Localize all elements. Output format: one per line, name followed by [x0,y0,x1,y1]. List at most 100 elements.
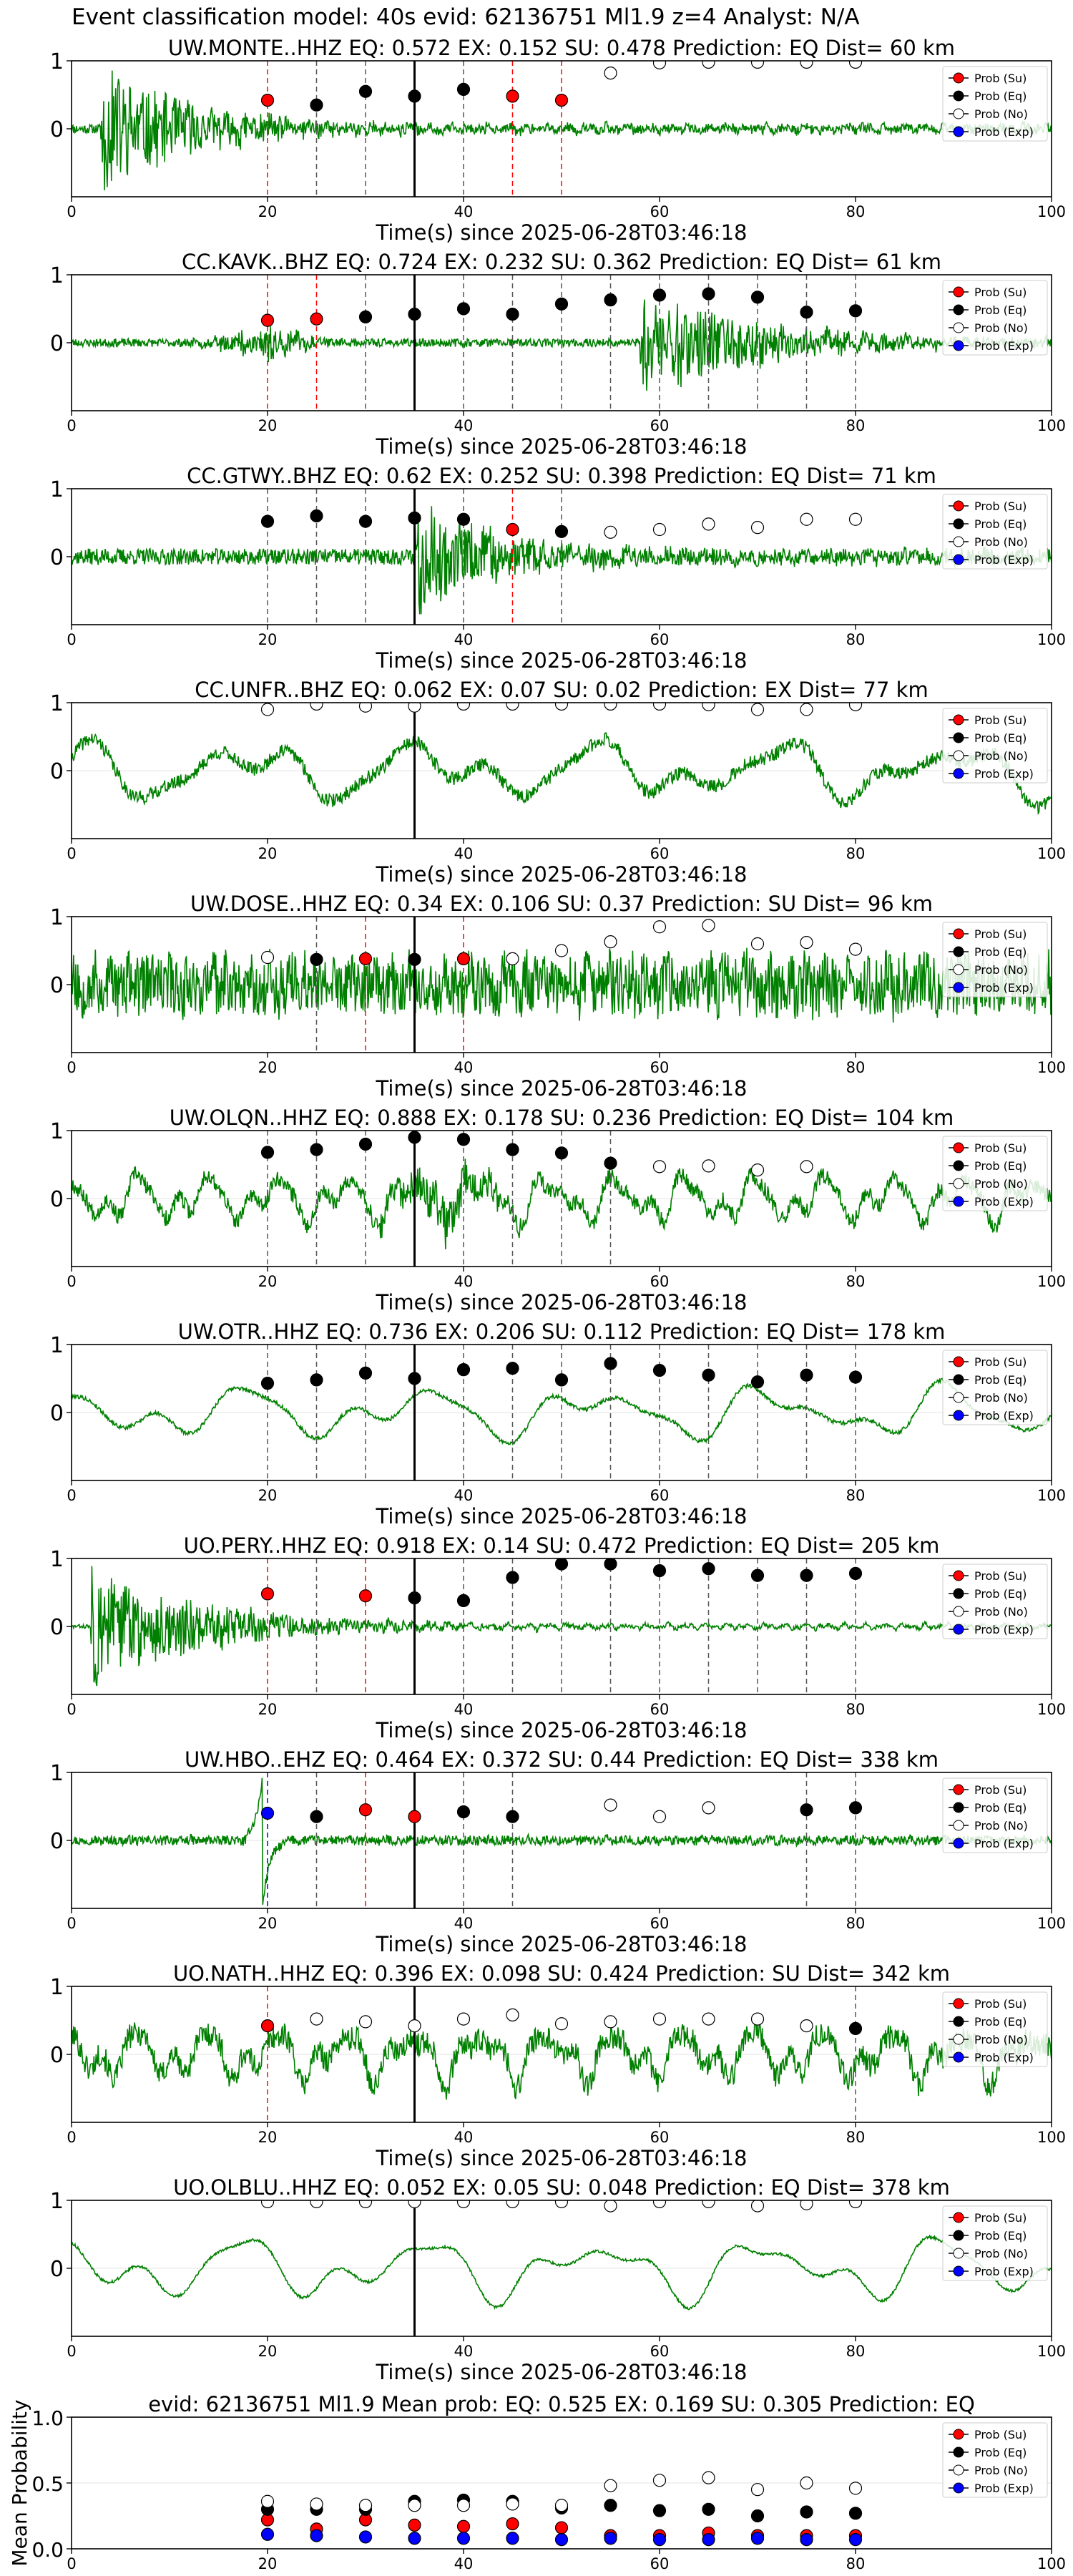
legend-box [942,494,1048,570]
legend-label-eq: Prob (Eq) [974,1159,1027,1173]
prob-point-no [702,703,715,711]
prob-point-su [310,312,323,326]
legend-marker-no [953,536,964,547]
x-tick-label: 0 [67,1487,76,1504]
legend-marker-no [953,1606,964,1617]
legend-box [942,1563,1048,1639]
legend-marker-su [953,1784,964,1795]
mean-point-su [456,2519,471,2533]
prob-point-no [554,703,569,711]
legend-marker-exp [953,982,964,993]
panel-title: UW.OTR..HHZ EQ: 0.736 EX: 0.206 SU: 0.11… [178,1319,946,1344]
legend-box [942,1777,1048,1853]
waveform-trace [72,2234,1052,2311]
prob-point-eq [848,1566,863,1580]
x-tick-label: 40 [454,203,474,220]
panel-title: UO.PERY..HHZ EQ: 0.918 EX: 0.14 SU: 0.47… [184,1533,940,1558]
prob-point-no [408,2200,421,2208]
prob-point-su [554,94,569,107]
prob-point-su [506,522,519,537]
prob-point-no [750,937,765,951]
x-tick-label: 0 [67,845,76,862]
mean-point-exp [456,2532,471,2545]
plot-area [72,2200,1052,2336]
x-axis-label: Time(s) since 2025-06-28T03:46:18 [376,434,748,459]
legend-label-exp: Prob (Exp) [974,2051,1034,2064]
prob-point-no [652,1810,667,1823]
panel-8: UW.HBO..EHZ EQ: 0.464 EX: 0.372 SU: 0.44… [50,1747,1066,1956]
x-tick-label: 100 [1037,1487,1066,1504]
legend-marker-no [953,1392,964,1403]
prob-point-no [310,2200,323,2208]
prob-point-eq [702,287,715,301]
waveform-trace [72,70,1052,191]
x-axis-label: Time(s) since 2025-06-28T03:46:18 [376,2360,748,2384]
legend-label-exp: Prob (Exp) [974,553,1034,567]
legend-marker-eq [953,1374,964,1385]
mean-point-no [604,2479,617,2492]
prob-point-su [358,1803,373,1817]
waveform-trace [72,2020,1052,2100]
y-tick-label: 0 [50,2043,64,2068]
prob-point-no [260,2200,275,2208]
legend-marker-su [953,2212,964,2223]
prob-point-eq [554,1373,569,1387]
legend-label-no: Prob (No) [974,107,1028,121]
prob-point-no [408,703,421,713]
legend-marker-exp [953,2265,964,2277]
plot-area [72,1772,1052,1908]
x-tick-label: 40 [454,1273,474,1290]
panel-title: evid: 62136751 Ml1.9 Mean prob: EQ: 0.52… [148,2392,975,2416]
legend-label-su: Prob (Su) [974,499,1027,513]
y-tick-label: 0 [50,759,64,784]
prob-point-no [848,942,863,956]
prob-point-eq [456,82,471,97]
mean-point-exp [604,2532,617,2545]
prob-point-no [604,2015,617,2029]
x-tick-label: 20 [258,1701,278,1718]
x-tick-label: 20 [258,417,278,434]
panel-11: evid: 62136751 Ml1.9 Mean prob: EQ: 0.52… [8,2392,1066,2572]
prob-point-exp [260,1806,275,1820]
x-tick-label: 0 [67,1059,76,1076]
mean-point-exp [800,2533,813,2547]
y-tick-label: 0 [50,1615,64,1640]
legend-marker-exp [953,1410,964,1421]
x-tick-label: 100 [1037,2555,1066,2572]
mean-point-no [702,2471,715,2484]
x-tick-label: 100 [1037,2129,1066,2146]
x-axis-label: Time(s) since 2025-06-28T03:46:18 [376,862,748,887]
prob-point-no [456,2012,471,2026]
prob-point-eq [506,308,519,321]
x-tick-label: 40 [454,631,474,648]
legend-marker-exp [953,1624,964,1635]
x-tick-label: 80 [846,203,866,220]
legend-marker-eq [953,518,964,530]
x-tick-label: 60 [650,1915,670,1932]
x-tick-label: 60 [650,1487,670,1504]
x-tick-label: 80 [846,631,866,648]
x-tick-label: 100 [1037,417,1066,434]
prob-point-no [456,703,471,711]
mean-point-su [554,2521,569,2534]
prob-point-eq [456,1805,471,1819]
x-tick-label: 60 [650,2343,670,2360]
figure-header: Event classification model: 40s evid: 62… [72,4,860,30]
legend-marker-eq [953,2230,964,2241]
prob-point-eq [702,1368,715,1382]
y-tick-label: 0 [50,331,64,356]
panel-title: CC.KAVK..BHZ EQ: 0.724 EX: 0.232 SU: 0.3… [182,250,941,274]
y-tick-label: 1 [50,1119,64,1144]
prob-point-no [702,61,715,69]
y-tick-label: 0 [50,973,64,998]
waveform-trace [72,1158,1052,1250]
prob-point-eq [800,1803,813,1817]
legend-label-no: Prob (No) [974,2033,1028,2046]
legend-marker-no [953,2034,964,2045]
legend-marker-su [953,286,964,298]
x-tick-label: 40 [454,2555,474,2572]
x-tick-label: 80 [846,1059,866,1076]
x-tick-label: 40 [454,1915,474,1932]
panel-title: UW.HBO..EHZ EQ: 0.464 EX: 0.372 SU: 0.44… [185,1747,939,1772]
